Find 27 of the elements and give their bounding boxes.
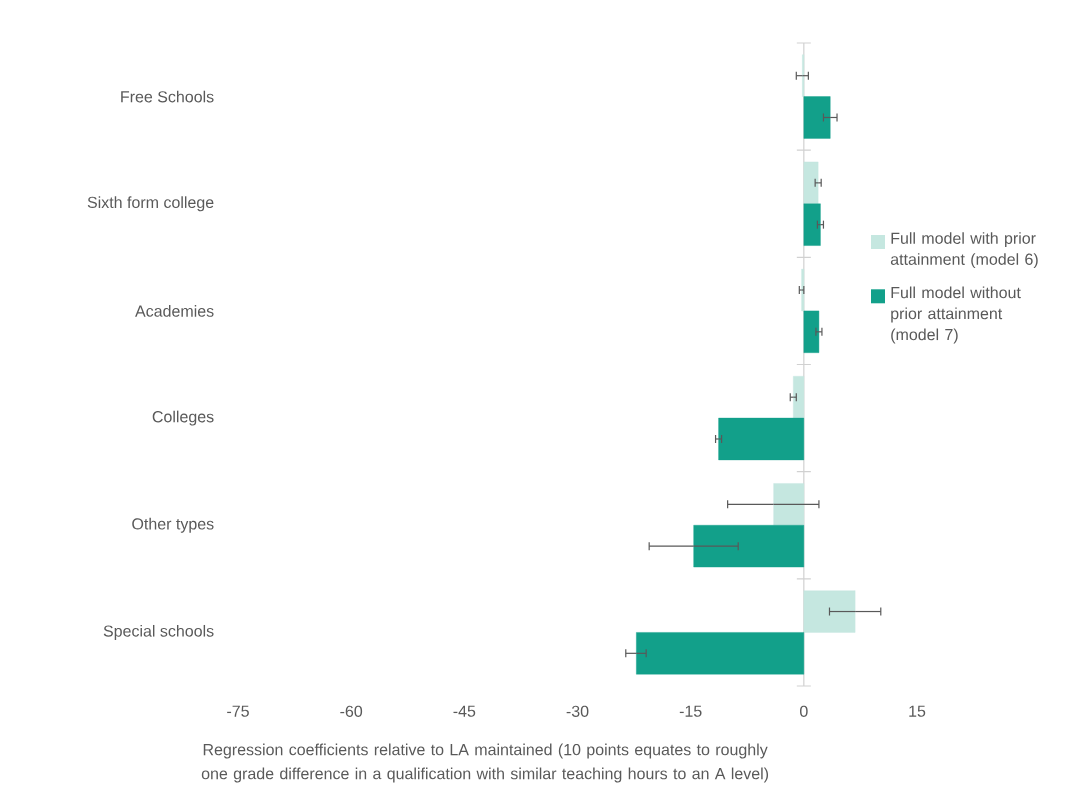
x-tick-label: -45 (453, 705, 476, 717)
y-tick-label: Colleges (152, 410, 214, 426)
x-axis-title: Regression coefficients relative to LA maintained (10 points equates to roughly one grade difference in a qualification with similar teaching hours to an A level) (201, 743, 769, 783)
y-tick-label: Academies (135, 305, 214, 317)
x-tick-label: -30 (566, 705, 589, 717)
y-tick-label: Other types (132, 517, 214, 533)
x-tick-label: 15 (909, 705, 926, 717)
y-tick-label: Sixth form college (87, 196, 214, 212)
bar (718, 417, 805, 461)
y-tick-label: Special schools (103, 624, 214, 640)
bar (801, 268, 805, 312)
bar (793, 376, 805, 419)
x-tick-label: -75 (227, 705, 249, 717)
bar (803, 203, 821, 246)
bar (773, 483, 805, 526)
bar (803, 590, 856, 633)
x-tick-label: -15 (679, 705, 702, 717)
bar (803, 161, 819, 204)
legend-label: Full model with prior attainment (model 6) (890, 232, 1038, 269)
bar (803, 310, 820, 353)
bar (636, 632, 805, 675)
bar (803, 96, 831, 139)
x-tick-label: -60 (340, 705, 363, 717)
y-tick-label: Free Schools (121, 90, 214, 103)
x-tick-label: 0 (800, 705, 808, 717)
legend-label: Full model without prior attainment (model 7) (891, 286, 1021, 344)
bar (693, 525, 805, 568)
